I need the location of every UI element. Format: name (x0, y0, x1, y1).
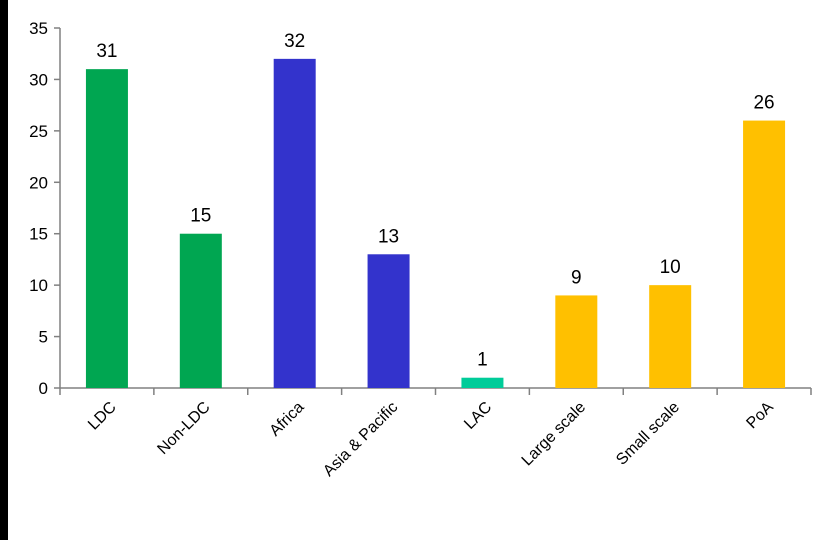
y-tick-label: 35 (29, 19, 48, 38)
bar (555, 295, 598, 388)
bar (461, 377, 504, 388)
data-label: 1 (477, 350, 488, 371)
y-tick-label: 0 (39, 379, 48, 398)
bar-series (85, 58, 786, 389)
y-tick-label: 15 (29, 225, 48, 244)
y-tick-label: 10 (29, 276, 48, 295)
bar (743, 120, 786, 389)
data-label: 10 (660, 257, 681, 278)
y-tick-label: 30 (29, 70, 48, 89)
data-label: 26 (753, 93, 774, 114)
data-label: 31 (96, 41, 117, 62)
bar (367, 254, 410, 388)
data-labels: 31 15 32 13 1 9 10 26 (96, 31, 774, 371)
bar (85, 69, 128, 389)
bar (179, 233, 222, 388)
bar (273, 58, 316, 388)
data-label: 15 (190, 206, 211, 227)
plot-background (8, 0, 821, 540)
y-axis: 0 5 10 15 20 25 30 35 (29, 19, 61, 398)
data-label: 32 (284, 31, 305, 52)
data-label: 13 (378, 226, 399, 247)
data-label: 9 (571, 267, 582, 288)
y-tick-label: 5 (39, 328, 48, 347)
y-tick-label: 25 (29, 122, 48, 141)
bar (649, 285, 692, 388)
y-tick-label: 20 (29, 173, 48, 192)
